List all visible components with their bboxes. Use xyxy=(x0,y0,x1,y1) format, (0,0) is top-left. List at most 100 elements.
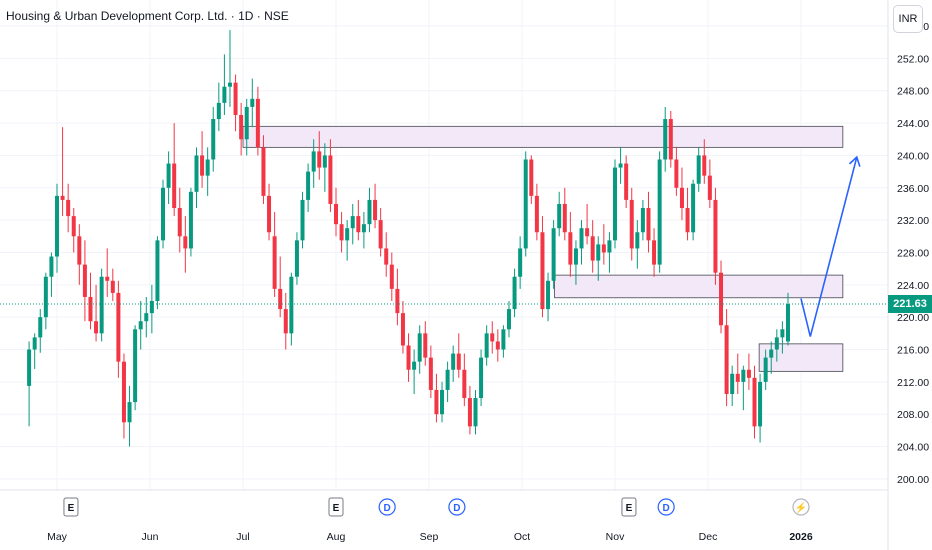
projection-path[interactable] xyxy=(800,156,858,337)
candle xyxy=(384,232,389,277)
chart-title: Housing & Urban Development Corp. Ltd. ·… xyxy=(6,9,289,23)
candle xyxy=(395,268,400,326)
candle xyxy=(194,147,199,208)
candle xyxy=(640,199,645,241)
candle xyxy=(735,353,740,394)
candle xyxy=(702,139,707,184)
candle xyxy=(166,151,171,204)
candle xyxy=(161,179,166,249)
price-axis[interactable]: 256.00252.00248.00244.00240.00236.00232.… xyxy=(897,21,929,486)
candle xyxy=(233,74,238,132)
candle xyxy=(334,187,338,237)
candle xyxy=(311,139,316,188)
candle xyxy=(679,167,684,221)
candle xyxy=(456,333,461,378)
y-tick-label: 204.00 xyxy=(897,442,929,454)
candle xyxy=(663,106,668,172)
candle xyxy=(752,365,757,439)
candle xyxy=(534,183,539,241)
candle xyxy=(696,147,701,192)
candle xyxy=(172,123,177,217)
candle xyxy=(741,365,746,411)
candle xyxy=(400,301,405,354)
supply-demand-zone[interactable] xyxy=(758,343,844,372)
supply-demand-zone[interactable] xyxy=(554,274,844,299)
candle xyxy=(155,236,160,310)
candle xyxy=(127,385,132,447)
y-tick-label: 240.00 xyxy=(897,150,929,162)
candle xyxy=(317,131,322,180)
x-tick-label: Oct xyxy=(514,531,530,543)
candle xyxy=(601,224,606,265)
y-tick-label: 228.00 xyxy=(897,247,929,259)
y-tick-label: 236.00 xyxy=(897,183,929,195)
candle xyxy=(445,361,450,403)
candle xyxy=(378,208,383,257)
candle xyxy=(283,292,288,350)
candle xyxy=(322,143,327,192)
y-tick-label: 216.00 xyxy=(897,345,929,357)
candle xyxy=(183,216,188,273)
y-tick-label: 208.00 xyxy=(897,409,929,421)
candle xyxy=(758,373,763,443)
candle xyxy=(674,147,679,196)
candle xyxy=(501,325,506,358)
candle xyxy=(412,349,417,394)
dividend-marker[interactable]: D xyxy=(448,498,466,516)
currency-button[interactable]: INR xyxy=(893,5,923,33)
candle xyxy=(373,183,378,229)
earnings-marker[interactable]: E xyxy=(328,497,344,517)
svg-text:⚡: ⚡ xyxy=(795,501,807,514)
dividend-marker[interactable]: D xyxy=(657,498,675,516)
time-axis[interactable]: May Jun Jul Aug Sep Oct Nov Dec 2026 xyxy=(0,0,889,550)
y-tick-label: 200.00 xyxy=(897,474,929,486)
split-marker[interactable]: ⚡ xyxy=(792,498,810,516)
dividend-marker[interactable]: D xyxy=(378,498,396,516)
candle xyxy=(278,256,283,318)
candle xyxy=(300,191,305,249)
candle xyxy=(110,268,115,301)
earnings-marker[interactable]: E xyxy=(63,497,79,517)
y-tick-label: 244.00 xyxy=(897,118,929,130)
candle xyxy=(652,228,657,277)
y-tick-label: 212.00 xyxy=(897,377,929,389)
candle xyxy=(144,296,149,338)
candle xyxy=(590,220,595,273)
candle xyxy=(49,252,54,297)
candle xyxy=(289,272,294,346)
candle xyxy=(43,272,48,330)
candle xyxy=(216,82,221,132)
x-tick-label: Dec xyxy=(699,531,718,543)
candle xyxy=(624,155,629,208)
candle xyxy=(618,147,623,184)
candle xyxy=(769,341,774,374)
candle xyxy=(328,139,333,213)
candle xyxy=(635,220,640,269)
candle xyxy=(267,183,272,241)
candle xyxy=(94,284,99,342)
candle xyxy=(646,191,651,253)
candle xyxy=(188,187,193,257)
candle xyxy=(60,127,65,217)
candle xyxy=(473,389,478,435)
candle xyxy=(200,131,205,188)
supply-demand-zone[interactable] xyxy=(242,125,844,148)
svg-text:E: E xyxy=(626,503,633,514)
candle xyxy=(657,151,662,273)
candle xyxy=(562,187,567,241)
candle xyxy=(434,373,439,423)
earnings-marker[interactable]: E xyxy=(621,497,637,517)
candle xyxy=(479,349,484,407)
candle xyxy=(451,345,456,382)
candle xyxy=(551,220,556,289)
candle xyxy=(685,187,690,241)
candle xyxy=(211,106,216,172)
candle xyxy=(105,248,110,297)
candle xyxy=(579,220,584,265)
candle xyxy=(361,212,366,249)
candle xyxy=(707,159,712,208)
candle xyxy=(38,309,43,353)
candle xyxy=(244,98,249,156)
last-price-label: 221.63 xyxy=(888,294,932,313)
